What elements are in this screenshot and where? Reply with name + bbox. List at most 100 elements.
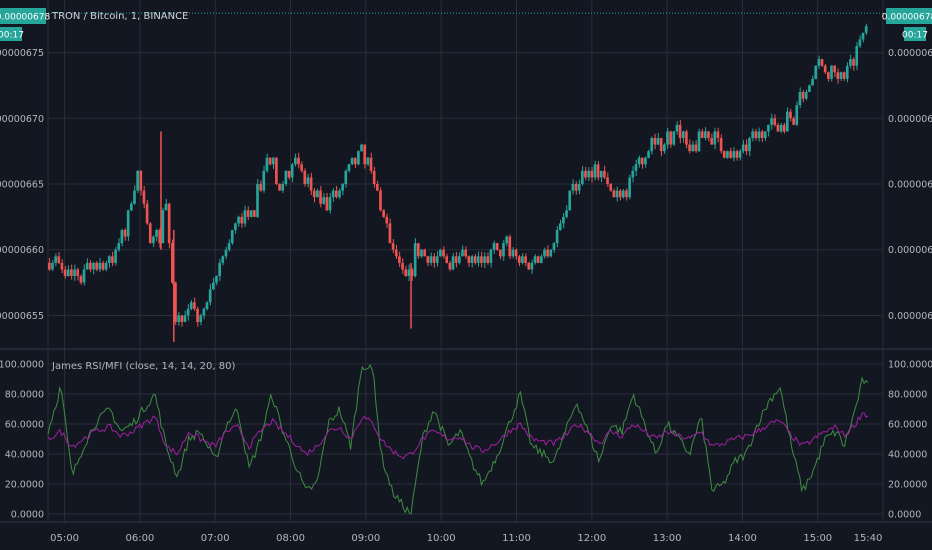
- candle-body: [647, 151, 650, 158]
- price-tick-label-right: 0.00000660: [888, 245, 932, 256]
- candle-body: [294, 157, 297, 165]
- indicator-tick-label-left: 0.0000: [11, 510, 44, 521]
- candle-body: [792, 118, 795, 125]
- candle-body: [316, 190, 319, 198]
- candle-body: [63, 269, 67, 277]
- candle-body: [782, 124, 786, 132]
- countdown-tag-right-bg: [904, 27, 926, 41]
- candle-body: [492, 243, 496, 250]
- candle-body: [530, 262, 534, 270]
- candle-body: [111, 256, 114, 263]
- candle-body: [388, 223, 392, 244]
- candle-body: [177, 315, 180, 323]
- candle-body: [253, 210, 256, 217]
- candle-body: [445, 256, 449, 263]
- candle-body: [224, 249, 228, 257]
- candle-body: [748, 138, 751, 152]
- candle-body: [502, 243, 505, 257]
- candle-body: [297, 157, 300, 165]
- indicator-tick-label-left: 20.0000: [5, 480, 44, 491]
- indicator-tick-label-right: 100.0000: [888, 360, 932, 371]
- candle-body: [565, 210, 568, 217]
- candle-body: [798, 92, 802, 106]
- candle-body: [331, 190, 335, 198]
- candle-body: [656, 138, 660, 145]
- candle-body: [603, 170, 606, 178]
- candle-body: [461, 249, 464, 257]
- candle-body: [770, 118, 773, 125]
- candle-body: [691, 144, 695, 152]
- candle-body: [454, 256, 458, 263]
- candle-body: [300, 164, 303, 171]
- candle-body: [599, 170, 603, 178]
- time-tick-label: 06:00: [125, 533, 154, 544]
- candle-body: [637, 157, 641, 165]
- countdown-tag-left: 00:17: [0, 31, 24, 41]
- candle-body: [562, 216, 565, 224]
- candle-body: [804, 92, 808, 99]
- candle-body: [552, 243, 556, 250]
- candle-body: [678, 124, 682, 139]
- candle-body: [499, 249, 502, 257]
- candle-body: [123, 230, 127, 237]
- candle-body: [596, 164, 600, 178]
- candle-body: [517, 256, 521, 263]
- candle-body: [536, 256, 540, 263]
- indicator-tick-label-left: 80.0000: [5, 390, 44, 401]
- candle-body: [237, 216, 240, 224]
- indicator-tick-label-left: 40.0000: [5, 450, 44, 461]
- candle-body: [486, 256, 490, 263]
- time-tick-label: 15:40: [854, 533, 883, 544]
- candle-body: [776, 124, 780, 132]
- candle-body: [442, 249, 445, 257]
- candle-body: [98, 262, 102, 270]
- candle-body: [344, 170, 348, 185]
- price-tick-label-left: 0.00000660: [0, 245, 44, 256]
- candle-body: [795, 105, 799, 125]
- candle-body: [612, 190, 616, 198]
- candle-body: [710, 138, 713, 145]
- candle-body: [745, 144, 748, 152]
- candle-body: [394, 249, 398, 257]
- candle-body: [845, 65, 849, 79]
- candle-body: [672, 131, 676, 145]
- candle-body: [104, 262, 108, 270]
- indicator-tick-label-right: 20.0000: [888, 480, 927, 491]
- candle-body: [73, 269, 76, 277]
- candle-body: [435, 256, 439, 263]
- candle-body: [158, 230, 162, 244]
- candle-body: [312, 190, 316, 198]
- candle-body: [243, 210, 247, 224]
- candle-body: [489, 249, 493, 263]
- candle-body: [227, 243, 231, 250]
- candle-body: [855, 46, 859, 66]
- indicator-tick-label-right: 60.0000: [888, 420, 927, 431]
- candle-body: [571, 184, 575, 191]
- time-tick-label: 14:00: [728, 533, 757, 544]
- candle-body: [246, 210, 250, 217]
- candle-body: [464, 249, 467, 257]
- candle-body: [338, 190, 341, 198]
- candle-body: [663, 144, 666, 152]
- price-tick-label-right: 0.00000655: [888, 311, 932, 322]
- candle-body: [707, 131, 710, 139]
- candle-body: [817, 59, 821, 66]
- candle-body: [79, 276, 83, 283]
- candle-body: [754, 131, 758, 139]
- candle-body: [467, 256, 471, 263]
- candle-body: [634, 164, 638, 171]
- candle-body: [205, 302, 209, 309]
- candle-body: [675, 124, 679, 132]
- candle-body: [751, 131, 754, 139]
- indicator-lines: [47, 363, 869, 515]
- candle-body: [196, 308, 199, 323]
- candle-body: [618, 190, 622, 198]
- indicator-tick-label-right: 80.0000: [888, 390, 927, 401]
- candle-body: [704, 131, 707, 139]
- candle-body: [615, 190, 619, 198]
- candle-body: [767, 124, 770, 132]
- candle-body: [114, 249, 117, 263]
- candle-body: [54, 256, 57, 263]
- candle-body: [622, 190, 625, 198]
- candle-body: [161, 210, 165, 244]
